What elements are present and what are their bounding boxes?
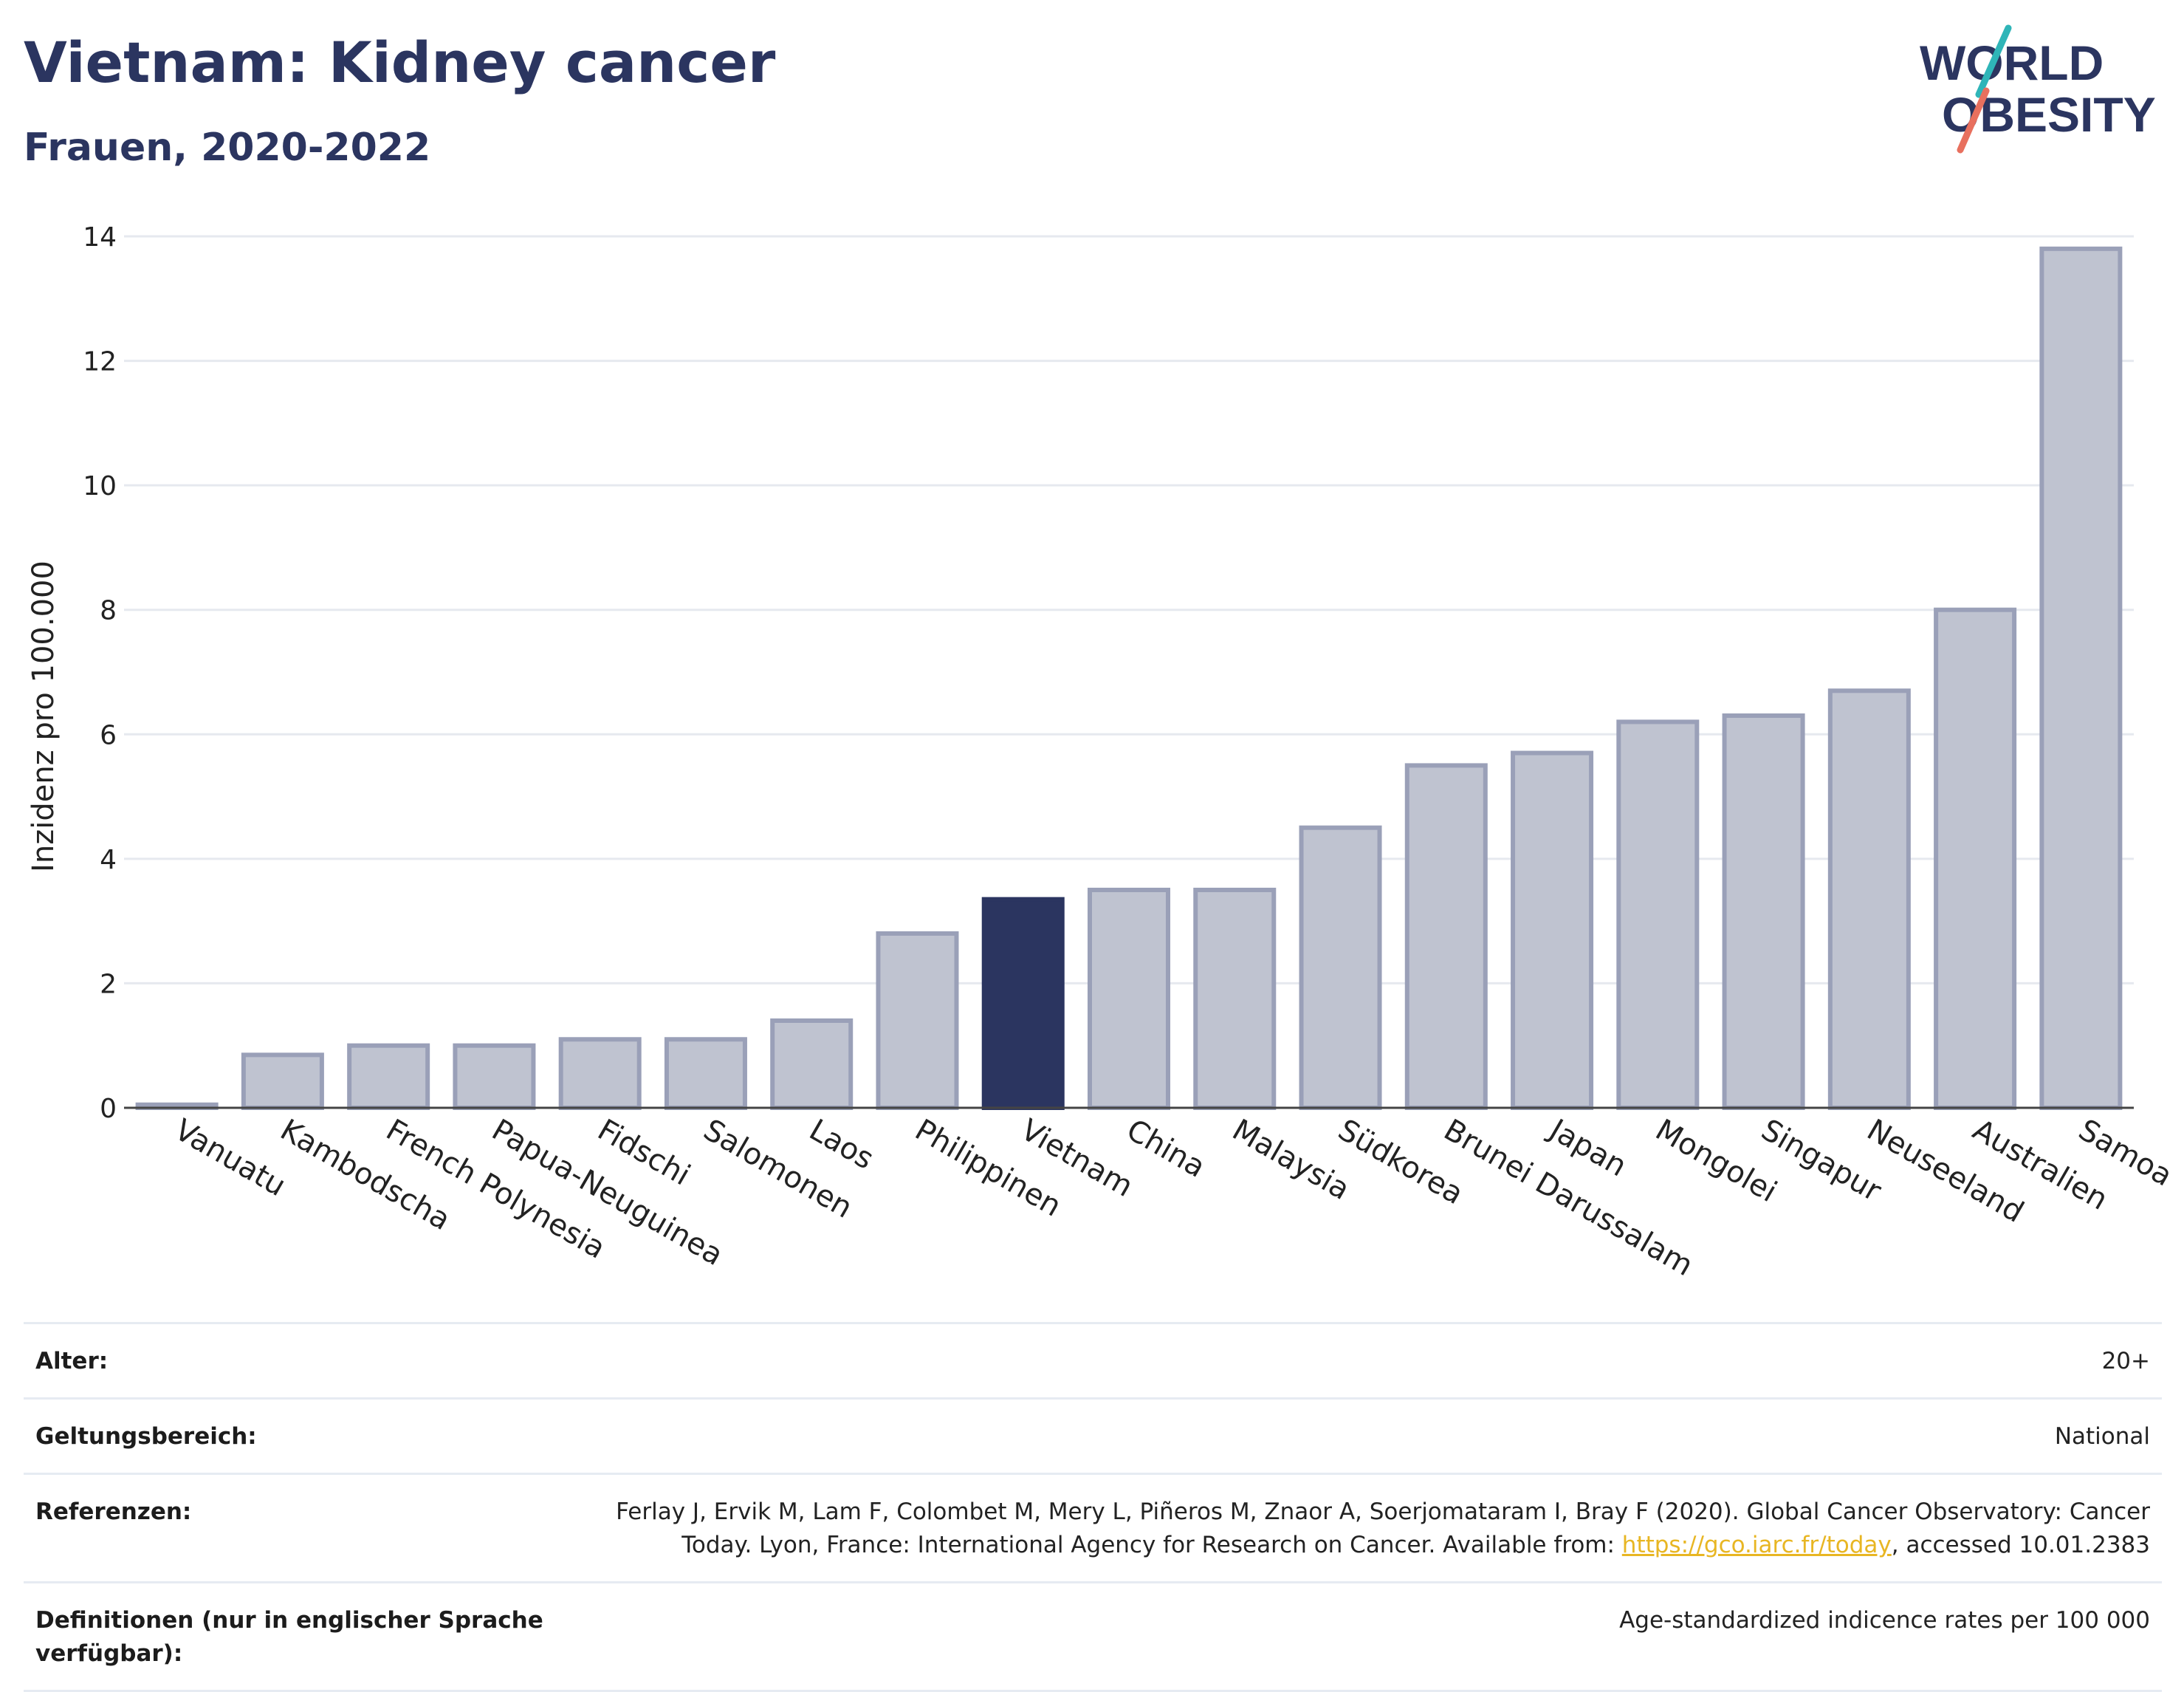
meta-key: Referenzen:	[35, 1498, 192, 1525]
logo-line1: WORLD	[1920, 35, 2104, 90]
reference-prefix: Today. Lyon, France: International Agenc…	[681, 1531, 1622, 1558]
y-tick-label: 0	[100, 1094, 117, 1124]
x-tick-label: Singapur	[1756, 1113, 1887, 1209]
bar-neuseeland[interactable]	[1827, 688, 1911, 1110]
logo-teal-slash	[1975, 24, 2012, 98]
y-tick-label: 6	[100, 720, 117, 750]
meta-key: Alter:	[35, 1348, 109, 1374]
bar-papua-neuguinea[interactable]	[453, 1043, 536, 1110]
meta-value: Age-standardized indicence rates per 100…	[1619, 1606, 2150, 1634]
bar-mongolei[interactable]	[1616, 719, 1700, 1110]
y-tick-label: 10	[83, 471, 117, 501]
y-tick-label: 12	[83, 347, 117, 377]
meta-value: Ferlay J, Ervik M, Lam F, Colombet M, Me…	[616, 1496, 2150, 1562]
x-tick-label: Laos	[803, 1113, 879, 1176]
bars	[135, 246, 2123, 1111]
bar-fidschi[interactable]	[558, 1037, 642, 1111]
bar-french-polynesia[interactable]	[347, 1043, 430, 1110]
chart-title: Vietnam: Kidney cancer	[24, 30, 776, 95]
meta-key: Geltungsbereich:	[35, 1422, 257, 1450]
x-tick-label: Vanuatu	[169, 1113, 292, 1203]
chart-subtitle: Frauen, 2020-2022	[24, 126, 431, 170]
meta-key: Definitionen (nur in englischer Sprache …	[35, 1606, 543, 1667]
bar-china[interactable]	[1087, 888, 1171, 1110]
bar-samoa[interactable]	[2039, 246, 2123, 1110]
reference-suffix: , accessed 10.01.2383	[1891, 1531, 2150, 1558]
meta-value: National	[2054, 1422, 2150, 1450]
y-axis-label: Inzidenz pro 100.000	[27, 561, 61, 872]
y-tick-label: 4	[100, 845, 117, 875]
meta-row-scope: Geltungsbereich: National	[24, 1397, 2162, 1473]
metadata-table: Alter: 20+ Geltungsbereich: National Ref…	[24, 1322, 2162, 1692]
meta-row-references: Referenzen: Ferlay J, Ervik M, Lam F, Co…	[24, 1472, 2162, 1581]
bar-singapur[interactable]	[1722, 713, 1805, 1110]
logo-coral-slash	[1957, 87, 1990, 154]
x-tick-label: Malaysia	[1226, 1113, 1355, 1207]
bar-vietnam[interactable]	[981, 897, 1065, 1111]
world-obesity-logo: WORLD OBESITY	[1920, 24, 2156, 154]
reference-link[interactable]: https://gco.iarc.fr/today	[1621, 1531, 1892, 1558]
bar-laos[interactable]	[770, 1018, 854, 1110]
bar-philippinen[interactable]	[876, 931, 959, 1110]
y-tick-label: 14	[83, 222, 117, 253]
bar-brunei-darussalam[interactable]	[1404, 763, 1488, 1111]
y-tick-label: 8	[100, 596, 117, 626]
y-tick-label: 2	[100, 969, 117, 999]
bar-australien[interactable]	[1934, 607, 2017, 1110]
meta-value: 20+	[2101, 1348, 2150, 1374]
meta-row-age: Alter: 20+	[24, 1322, 2162, 1397]
bar-kambodscha[interactable]	[241, 1052, 324, 1111]
bar-südkorea[interactable]	[1299, 825, 1382, 1110]
y-tick-labels: 0 2 4 6 8 10 12 14	[83, 222, 117, 1124]
bar-salomonen[interactable]	[664, 1037, 747, 1111]
meta-row-definitions: Definitionen (nur in englischer Sprache …	[24, 1580, 2162, 1692]
bar-malaysia[interactable]	[1193, 888, 1277, 1110]
x-tick-label: Mongolei	[1649, 1113, 1782, 1209]
reference-line1: Ferlay J, Ervik M, Lam F, Colombet M, Me…	[616, 1498, 2150, 1525]
bar-japan[interactable]	[1511, 750, 1594, 1110]
